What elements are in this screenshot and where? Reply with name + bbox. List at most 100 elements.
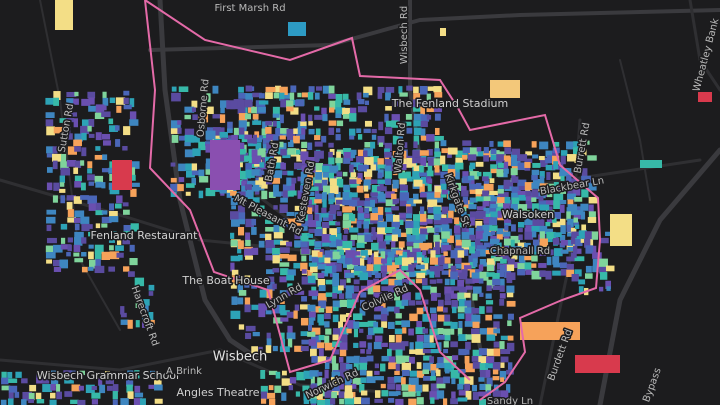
building: [486, 356, 495, 364]
building: [573, 147, 581, 155]
building: [281, 392, 287, 401]
building: [231, 134, 238, 144]
building: [120, 398, 129, 405]
building: [317, 293, 327, 302]
building: [353, 397, 362, 405]
building: [457, 383, 464, 390]
building: [367, 257, 372, 266]
building: [177, 184, 184, 192]
building: [329, 185, 339, 194]
building: [532, 154, 539, 159]
building: [531, 270, 542, 280]
building: [420, 176, 430, 186]
building: [392, 170, 398, 176]
building: [448, 203, 457, 212]
building: [322, 85, 331, 94]
building: [350, 234, 358, 240]
building: [116, 252, 124, 258]
building: [422, 285, 432, 290]
building: [116, 195, 123, 204]
building: [350, 172, 357, 178]
building: [300, 113, 306, 123]
building: [374, 306, 384, 312]
building: [219, 127, 225, 135]
building: [560, 150, 568, 156]
building: [311, 355, 319, 363]
building: [392, 199, 398, 205]
building: [422, 349, 433, 354]
building: [53, 97, 59, 106]
building: [434, 92, 443, 98]
building: [384, 158, 393, 166]
building: [227, 128, 233, 133]
building: [147, 370, 156, 375]
building: [539, 141, 549, 150]
building: [318, 285, 326, 292]
building: [46, 209, 57, 215]
building: [388, 397, 395, 403]
building: [302, 385, 310, 392]
building: [450, 341, 458, 348]
building: [363, 185, 369, 192]
building: [342, 148, 352, 156]
building: [370, 218, 379, 224]
building: [462, 150, 468, 159]
building: [273, 239, 283, 245]
building: [420, 157, 427, 167]
building: [94, 252, 102, 261]
building: [409, 257, 414, 263]
building: [300, 241, 308, 248]
building: [447, 190, 454, 200]
building: [450, 293, 459, 299]
building: [191, 163, 198, 172]
building: [293, 218, 302, 226]
building: [433, 248, 441, 255]
building: [364, 193, 370, 199]
building: [465, 390, 472, 400]
building: [385, 191, 395, 198]
building: [94, 154, 104, 160]
building: [350, 150, 356, 159]
building: [303, 392, 312, 401]
building: [588, 196, 599, 204]
building: [490, 168, 498, 174]
building: [230, 219, 240, 227]
building: [469, 189, 477, 194]
building: [427, 242, 433, 249]
building: [112, 391, 118, 400]
building: [503, 192, 509, 198]
building: [87, 174, 95, 181]
building: [272, 268, 280, 273]
building: [357, 134, 363, 140]
building: [290, 107, 299, 115]
building: [440, 183, 447, 190]
building: [429, 335, 434, 343]
building: [437, 356, 447, 366]
building: [317, 278, 326, 287]
building: [258, 107, 266, 113]
building: [66, 202, 73, 210]
building: [489, 206, 497, 212]
building: [108, 238, 116, 243]
building: [71, 384, 81, 392]
building: [322, 185, 333, 195]
building: [546, 249, 554, 256]
building: [94, 112, 105, 120]
building: [408, 356, 415, 364]
building: [36, 399, 45, 404]
building: [468, 204, 477, 210]
building: [371, 242, 380, 251]
building: [486, 348, 496, 356]
building: [464, 300, 472, 309]
building: [272, 120, 277, 127]
building: [212, 85, 219, 94]
building: [531, 175, 538, 181]
building: [115, 97, 126, 105]
building: [471, 314, 481, 324]
building: [454, 263, 462, 269]
building: [321, 207, 327, 215]
building: [416, 320, 422, 329]
building: [205, 144, 212, 153]
building: [489, 238, 500, 245]
building: [317, 399, 327, 405]
